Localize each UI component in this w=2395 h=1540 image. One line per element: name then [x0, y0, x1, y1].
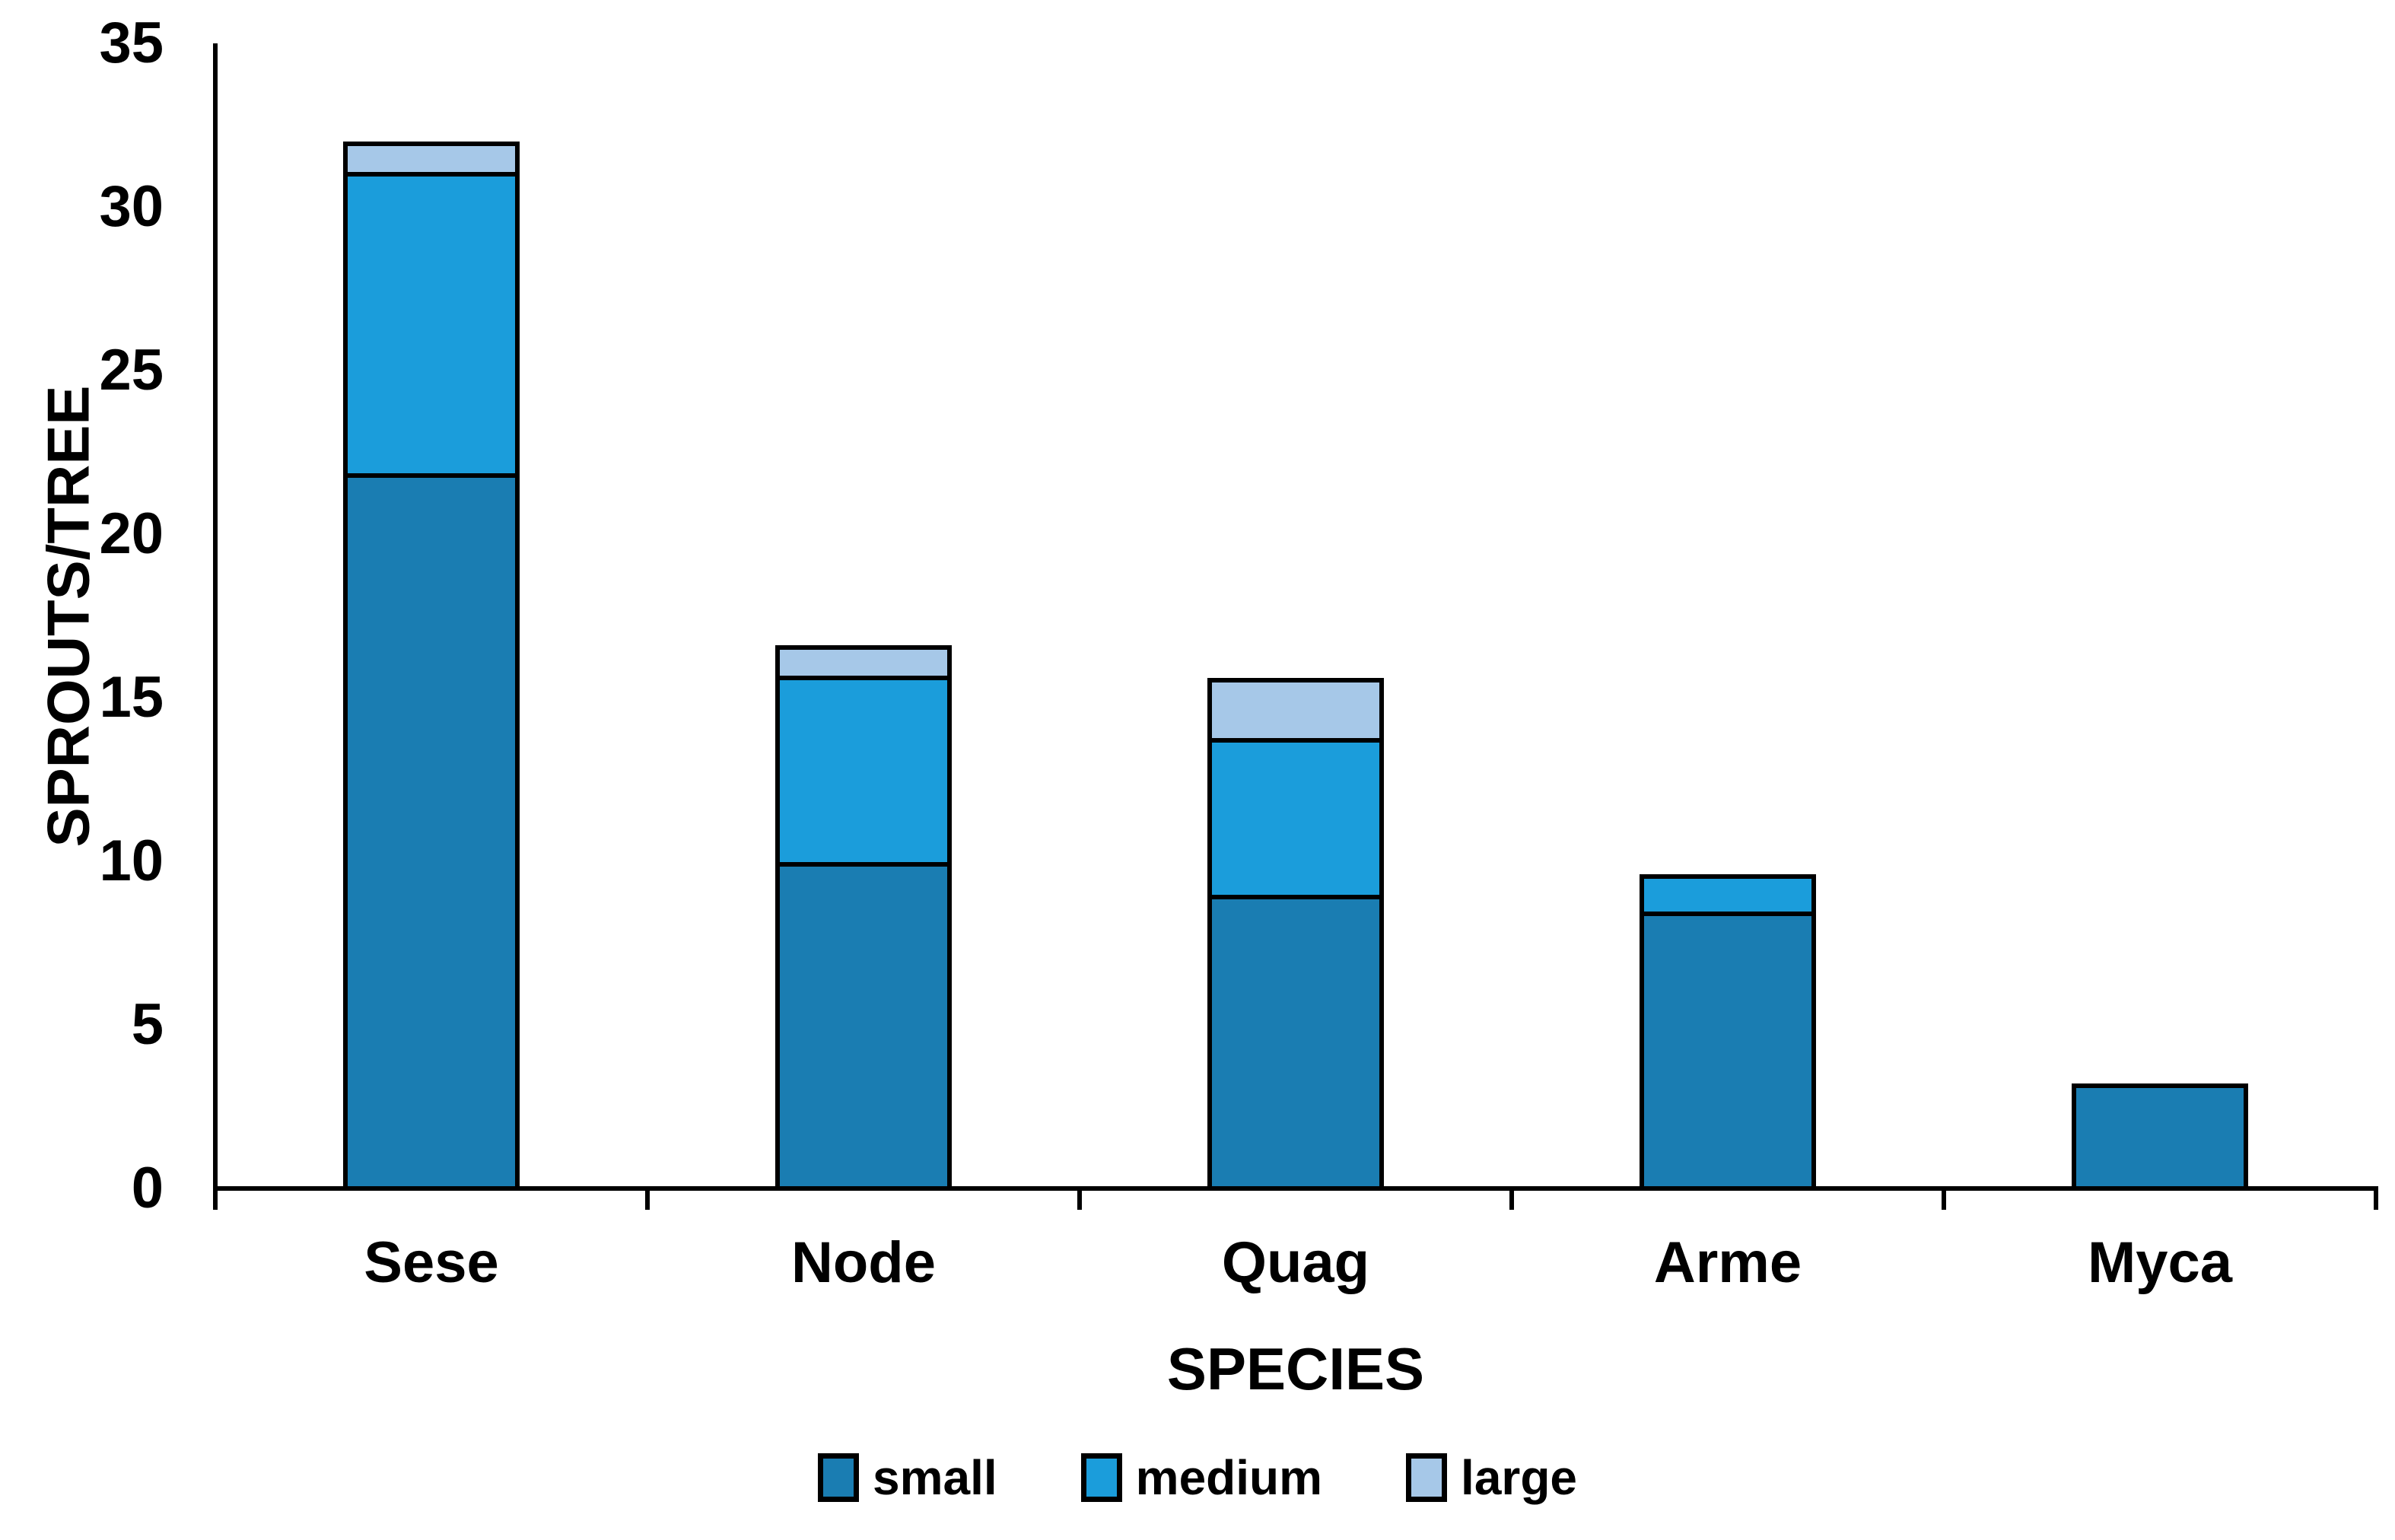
legend-item-medium: medium: [1080, 1449, 1323, 1506]
y-tick-label-30: 30: [99, 174, 164, 239]
bar-segment-small-Arme: [1640, 913, 1816, 1188]
bar-segment-small-Myca: [2072, 1083, 2248, 1188]
bar-segment-large-Node: [775, 645, 952, 679]
y-tick-label-20: 20: [99, 501, 164, 566]
bar-outline-Node: [775, 645, 952, 1191]
legend-label-medium: medium: [1135, 1450, 1323, 1505]
bar-segment-large-Quag: [1207, 678, 1384, 740]
category-label-Quag: Quag: [1221, 1230, 1370, 1295]
x-axis-tick: [1942, 1188, 1946, 1210]
legend-item-small: small: [818, 1449, 997, 1506]
y-tick-label-10: 10: [99, 829, 164, 893]
category-label-Node: Node: [791, 1230, 936, 1295]
x-axis-tick: [1077, 1188, 1082, 1210]
bar-segment-border-Sese: [343, 172, 520, 177]
y-tick-label-15: 15: [99, 665, 164, 730]
y-axis-title: SPROUTS/TREE: [34, 385, 102, 848]
x-axis-tick: [1509, 1188, 1514, 1210]
legend: small medium large: [0, 1449, 2395, 1506]
category-label-Sese: Sese: [364, 1230, 499, 1295]
y-tick-label-35: 35: [99, 11, 164, 75]
bar-segment-small-Sese: [343, 475, 520, 1188]
bar-segment-border-Quag: [1207, 737, 1384, 743]
legend-swatch-large: [1406, 1453, 1448, 1502]
bar-segment-medium-Quag: [1207, 740, 1384, 898]
bar-segment-border-Node: [775, 676, 952, 681]
bar-segment-large-Sese: [343, 142, 520, 174]
bar-segment-medium-Node: [775, 678, 952, 865]
bar-outline-Quag: [1207, 678, 1384, 1191]
y-tick-label-25: 25: [99, 338, 164, 402]
legend-item-large: large: [1406, 1449, 1577, 1506]
legend-swatch-medium: [1080, 1453, 1122, 1502]
category-label-Arme: Arme: [1653, 1230, 1802, 1295]
bar-segment-small-Quag: [1207, 897, 1384, 1188]
bar-segment-border-Quag: [1207, 895, 1384, 900]
bar-segment-border-Arme: [1640, 911, 1816, 916]
y-tick-label-0: 0: [131, 1156, 164, 1220]
bar-segment-border-Node: [775, 862, 952, 867]
y-tick-label-5: 5: [131, 992, 164, 1057]
legend-swatch-small: [818, 1453, 859, 1502]
legend-label-small: small: [873, 1450, 997, 1505]
bar-segment-small-Node: [775, 864, 952, 1188]
x-axis-tick: [2374, 1188, 2378, 1210]
bar-outline-Arme: [1640, 874, 1816, 1191]
bar-segment-border-Sese: [343, 473, 520, 478]
bar-segment-medium-Arme: [1640, 874, 1816, 914]
bar-outline-Sese: [343, 142, 520, 1191]
category-label-Myca: Myca: [2087, 1230, 2233, 1295]
y-axis-line: [213, 43, 218, 1210]
legend-label-large: large: [1461, 1450, 1577, 1505]
x-axis-tick: [645, 1188, 650, 1210]
bar-segment-medium-Sese: [343, 174, 520, 476]
bar-outline-Myca: [2072, 1083, 2248, 1191]
x-axis-title: SPECIES: [1166, 1335, 1425, 1402]
